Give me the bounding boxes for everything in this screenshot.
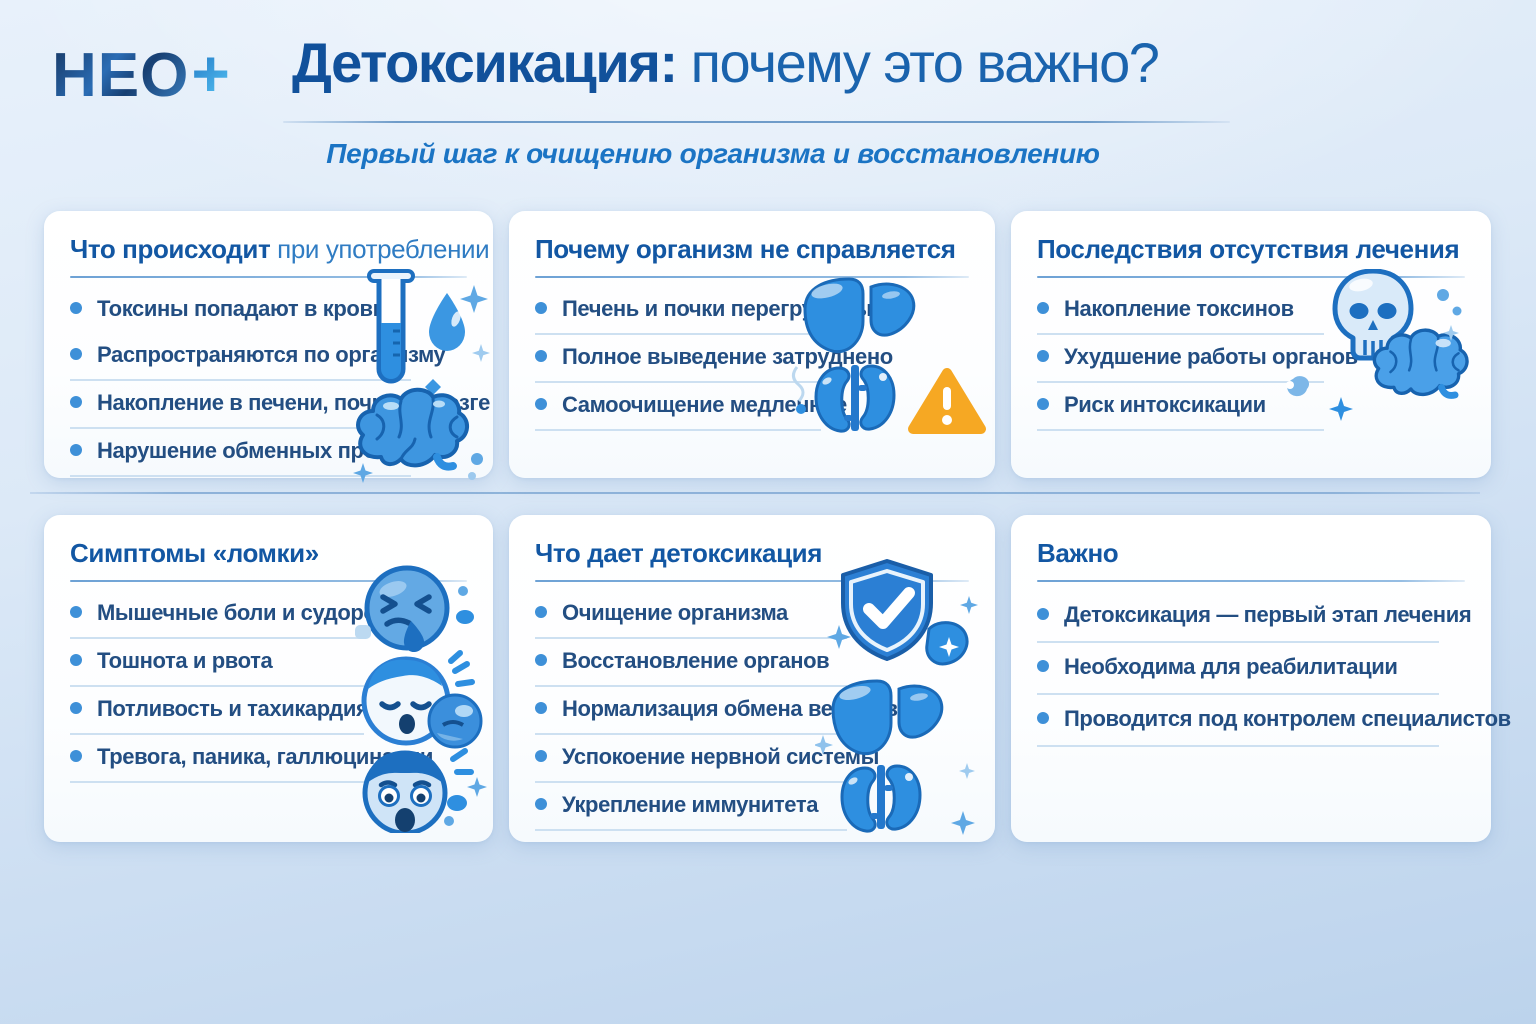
- sweating-face-icon: [361, 650, 483, 749]
- title-underline: [283, 121, 1230, 123]
- bullet-dot: [1037, 712, 1049, 724]
- card-what-happens: Что происходит при употреблении Токсины …: [44, 211, 493, 483]
- bullet-dot: [70, 606, 82, 618]
- card-title: Важно: [1037, 538, 1119, 568]
- card-items: Накопление токсинов Ухудшение работы орг…: [1037, 287, 1358, 431]
- list-item: Тревога, паника, галлюцинации: [70, 735, 433, 783]
- bullet-dot: [70, 702, 82, 714]
- list-item: Нарушение обменных процессов: [70, 429, 451, 477]
- card-title: Что происходит при употреблении: [70, 234, 490, 264]
- bullet-dot: [70, 654, 82, 666]
- bullet-dot: [535, 654, 547, 666]
- warning-triangle-icon: [908, 368, 986, 434]
- card-title-rule: [535, 580, 969, 582]
- list-item: Риск интоксикации: [1037, 383, 1324, 431]
- bullet-dot: [535, 702, 547, 714]
- page-title-light: почему это важно?: [676, 31, 1160, 94]
- list-item: Очищение организма: [535, 591, 848, 639]
- card-title: Последствия отсутствия лечения: [1037, 234, 1460, 264]
- list-item: Укрепление иммунитета: [535, 783, 848, 831]
- list-item: Восстановление органов: [535, 639, 848, 687]
- card-title-rule: [1037, 580, 1465, 582]
- bullet-dot: [70, 348, 82, 360]
- shield-check-icon: [827, 559, 978, 666]
- page-title: Детоксикация: почему это важно?: [292, 31, 1160, 94]
- card-title-rule: [535, 276, 969, 278]
- list-item: Нормализация обмена веществ: [535, 687, 898, 735]
- kidneys-icon: [840, 764, 922, 833]
- list-item: Ухудшение работы органов: [1037, 335, 1358, 383]
- bullet-dot: [535, 798, 547, 810]
- page-subtitle: Первый шаг к очищению организма и восста…: [326, 138, 1100, 169]
- bullet-dot: [535, 350, 547, 362]
- dizzy-ball-icon: [427, 693, 483, 749]
- list-item: Печень и почки перегружены: [535, 287, 872, 335]
- bullet-dot: [70, 750, 82, 762]
- bullet-dot: [70, 302, 82, 314]
- page-title-bold: Детоксикация:: [292, 31, 678, 94]
- bullet-dot: [535, 398, 547, 410]
- list-item: Успокоение нервной системы: [535, 735, 879, 783]
- neo-logo: НЕО+: [52, 40, 231, 107]
- logo-text: НЕО: [52, 41, 190, 110]
- bullet-dot: [70, 396, 82, 408]
- list-item: Проводится под контролем специалистов: [1037, 695, 1511, 747]
- list-item: Потливость и тахикардия: [70, 687, 369, 735]
- row-divider: [30, 492, 1480, 494]
- card-important: Важно Детоксикация — первый этап лечения…: [1011, 515, 1511, 842]
- bullet-dot: [1037, 608, 1049, 620]
- card-title-rule: [70, 580, 467, 582]
- card-title: Симптомы «ломки»: [70, 538, 319, 568]
- logo-plus-icon: +: [191, 36, 231, 110]
- card-title-rule: [1037, 276, 1465, 278]
- list-item: Самоочищение медленное: [535, 383, 847, 431]
- bullet-dot: [1037, 302, 1049, 314]
- list-item: Мышечные боли и судороги: [70, 591, 399, 639]
- card-title: Почему организм не справляется: [535, 234, 956, 264]
- bullet-dot: [535, 302, 547, 314]
- card-items: Токсины попадают в кровь Распространяютс…: [70, 287, 490, 477]
- card-items: Мышечные боли и судороги Тошнота и рвота…: [70, 591, 433, 783]
- card-why-body-fails: Почему организм не справляется Печень и …: [509, 211, 995, 478]
- list-item: Накопление токсинов: [1037, 287, 1324, 335]
- card-title: Что дает детоксикация: [535, 538, 823, 568]
- list-item: Токсины попадают в кровь: [70, 287, 411, 333]
- cards-grid: Что происходит при употреблении Токсины …: [44, 211, 1511, 842]
- bullet-dot: [1037, 398, 1049, 410]
- card-title-rule: [70, 276, 467, 278]
- list-item: Накопление в печени, почках и мозге: [70, 381, 490, 429]
- card-consequences: Последствия отсутствия лечения Накоплени…: [1011, 211, 1491, 478]
- card-items: Очищение организма Восстановление органо…: [535, 591, 898, 831]
- list-item: Тошнота и рвота: [70, 639, 364, 687]
- list-item: Распространяются по организму: [70, 333, 446, 381]
- bullet-dot: [70, 444, 82, 456]
- list-item: Необходима для реабилитации: [1037, 643, 1440, 695]
- bullet-dot: [1037, 350, 1049, 362]
- card-items: Детоксикация — первый этап лечения Необх…: [1037, 591, 1511, 747]
- bullet-dot: [1037, 660, 1049, 672]
- card-withdrawal-symptoms: Симптомы «ломки» Мышечные боли и судорог…: [44, 515, 493, 842]
- bullet-dot: [535, 606, 547, 618]
- list-item: Детоксикация — первый этап лечения: [1037, 591, 1472, 643]
- brain-icon: [1372, 328, 1469, 399]
- sparkle: [460, 285, 488, 313]
- bullet-dot: [535, 750, 547, 762]
- card-detox-benefits: Что дает детоксикация Очищение организма…: [509, 515, 995, 842]
- list-item: Полное выведение затруднено: [535, 335, 893, 383]
- card-items: Печень и почки перегружены Полное выведе…: [535, 287, 893, 431]
